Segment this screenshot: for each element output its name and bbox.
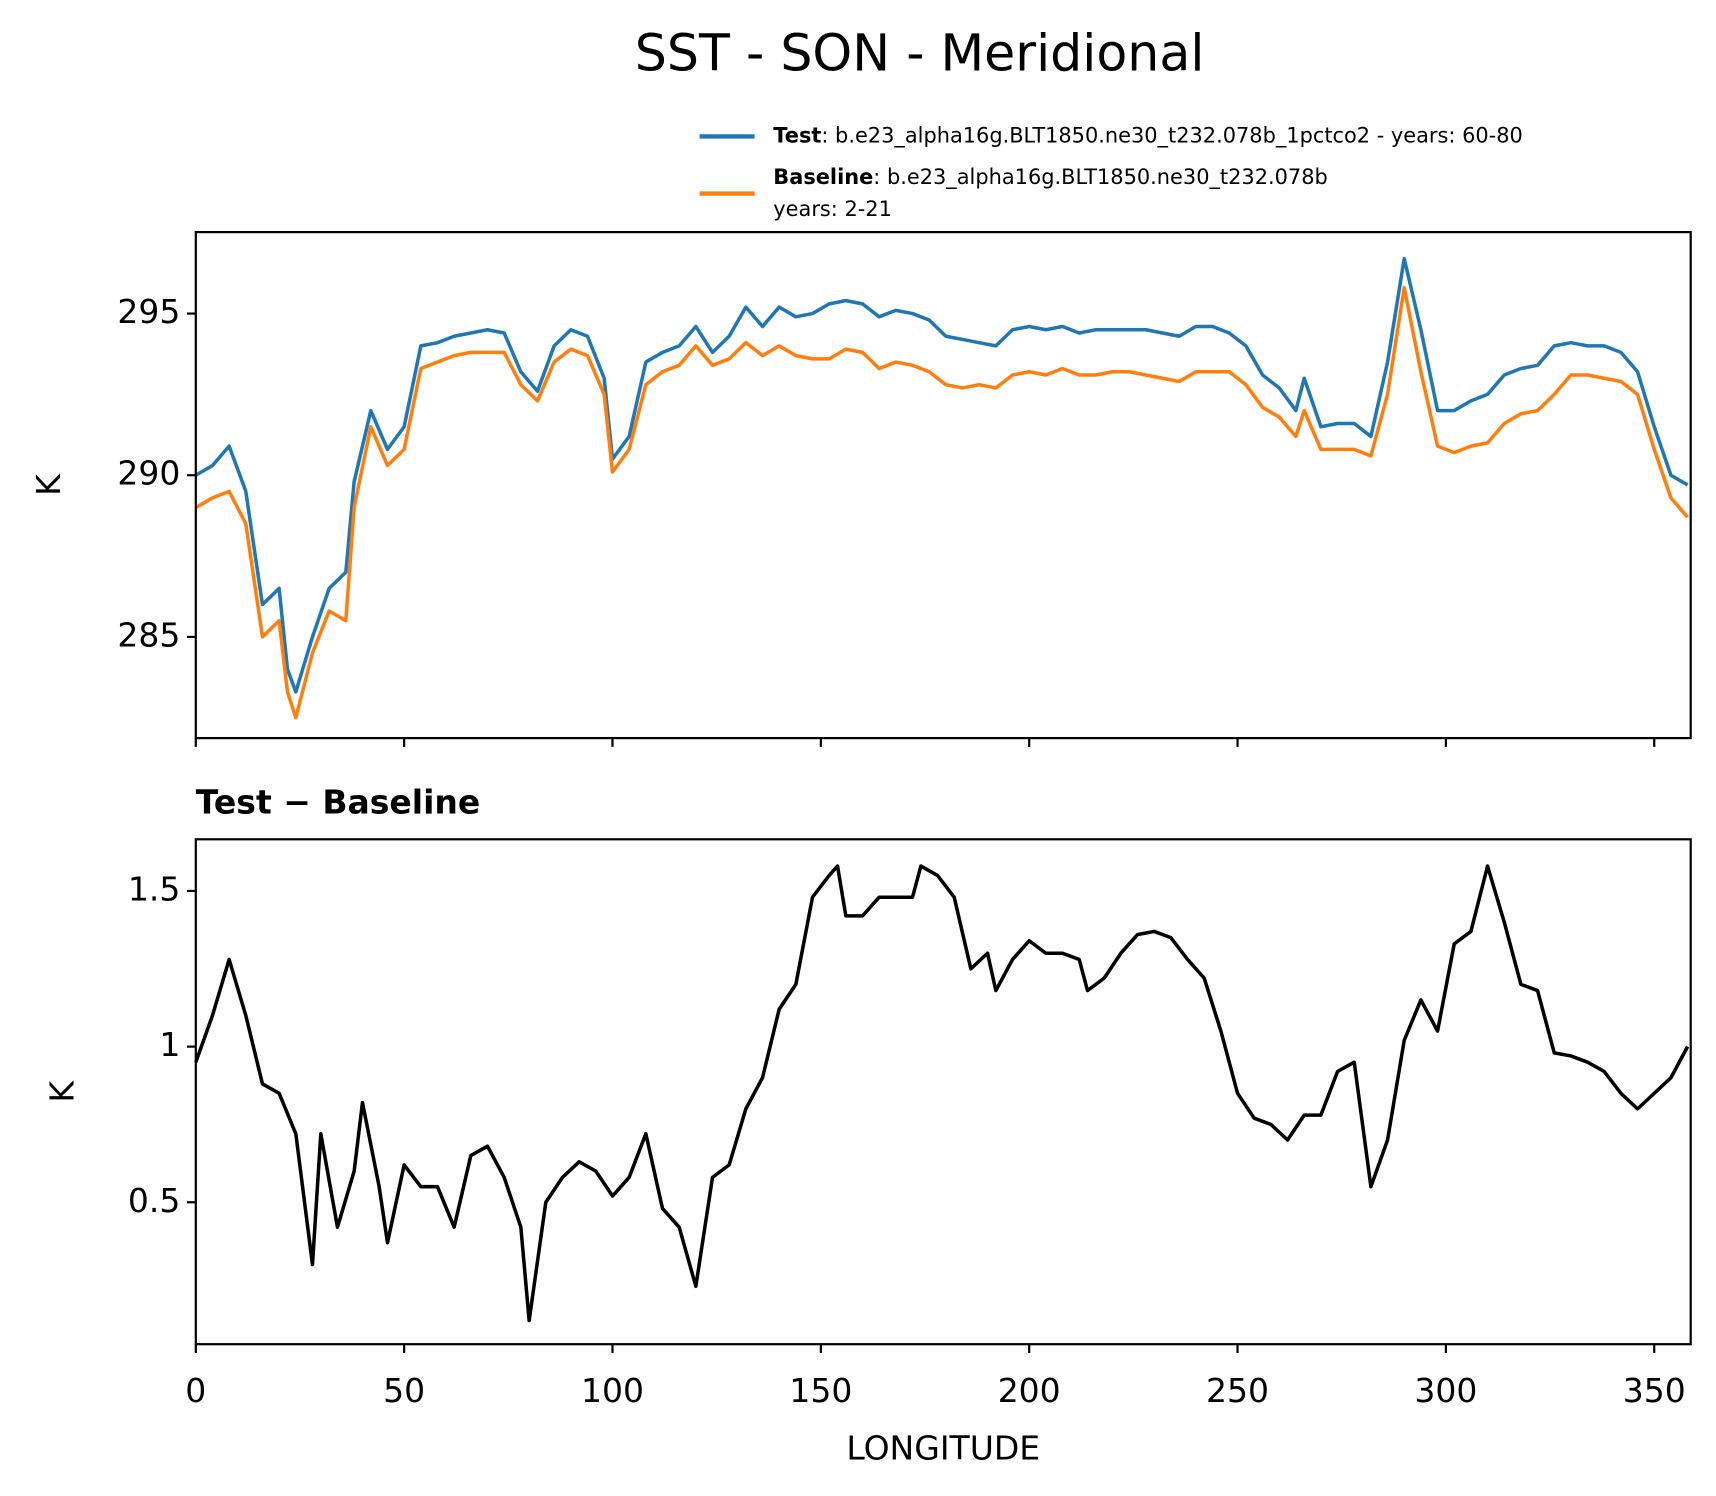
- y-axis-label: K: [29, 473, 68, 496]
- plot-frame: [194, 231, 1692, 740]
- legend-name: Baseline: [773, 165, 873, 189]
- x-tick-label: 150: [789, 1371, 852, 1410]
- legend-name: Test: [773, 123, 821, 147]
- legend-label: Baseline: b.e23_alpha16g.BLT1850.ne30_t2…: [773, 165, 1327, 190]
- y-tick-label: 290: [117, 454, 180, 493]
- legend-label: Test: b.e23_alpha16g.BLT1850.ne30_t232.0…: [773, 123, 1522, 148]
- x-axis-label: LONGITUDE: [846, 1428, 1040, 1467]
- legend-description: years: 2-21: [773, 197, 892, 221]
- legend-label: years: 2-21: [773, 197, 892, 221]
- y-tick-label: 295: [117, 292, 180, 331]
- x-tick-label: 0: [185, 1371, 206, 1410]
- x-tick-label: 350: [1623, 1371, 1686, 1410]
- data-line: [194, 285, 1689, 720]
- y-tick-label: 1: [159, 1025, 180, 1064]
- y-tick-label: 0.5: [128, 1181, 180, 1220]
- legend-description: : b.e23_alpha16g.BLT1850.ne30_t232.078b_…: [821, 123, 1522, 148]
- y-tick-label: 285: [117, 615, 180, 654]
- x-tick-label: 250: [1206, 1371, 1269, 1410]
- x-tick-label: 200: [998, 1371, 1061, 1410]
- plot-frame: [194, 838, 1692, 1346]
- x-tick-label: 300: [1414, 1371, 1477, 1410]
- y-tick-label: 1.5: [128, 869, 180, 908]
- legend-description: : b.e23_alpha16g.BLT1850.ne30_t232.078b: [873, 165, 1327, 190]
- data-line: [194, 864, 1690, 1323]
- figure-title: SST - SON - Meridional: [635, 24, 1205, 83]
- y-axis-label: K: [42, 1080, 81, 1103]
- x-tick-label: 100: [581, 1371, 644, 1410]
- x-tick-label: 50: [383, 1371, 425, 1410]
- panel-title: Test − Baseline: [196, 783, 481, 822]
- data-line: [194, 256, 1689, 694]
